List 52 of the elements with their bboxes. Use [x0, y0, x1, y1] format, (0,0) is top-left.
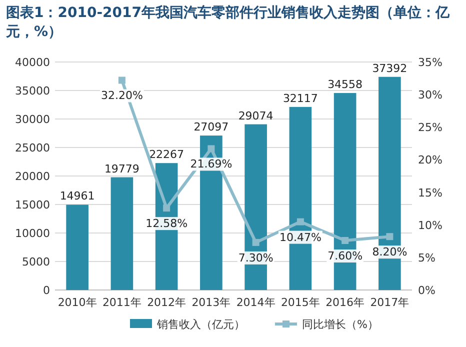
x-tick-label: 2016年 [326, 296, 365, 309]
y-tick-label: 10000 [15, 227, 50, 240]
data-label: 7.30% [238, 251, 274, 264]
x-tick-label: 2013年 [192, 296, 231, 309]
point [386, 233, 394, 240]
y2-tick-label: 0% [418, 284, 436, 297]
y-tick-label: 25000 [15, 142, 50, 154]
y-tick-label: 35000 [15, 84, 50, 98]
y2-tick-label: 15% [418, 186, 442, 200]
data-label: 7.60% [328, 249, 363, 262]
data-label: 10.47% [279, 230, 322, 244]
data-label: 27097 [194, 120, 229, 134]
data-label: 8.20% [372, 246, 408, 259]
data-label: 32117 [282, 92, 318, 105]
y-tick-label: 40000 [15, 56, 50, 69]
x-tick-label: 2014年 [236, 296, 276, 309]
x-tick-label: 2017年 [370, 296, 410, 309]
legend-label: 销售收入（亿元） [156, 318, 245, 331]
y2-tick-label: 25% [418, 121, 442, 134]
x-tick-label: 2015年 [280, 296, 320, 309]
bar [66, 204, 88, 290]
y2-tick-label: 30% [418, 88, 442, 102]
y2-tick-label: 10% [418, 218, 442, 232]
data-label: 32.20% [100, 89, 143, 102]
point [163, 204, 170, 212]
y2-tick-label: 20% [418, 154, 442, 167]
point [118, 76, 126, 84]
point [208, 145, 215, 152]
data-label: 21.69% [190, 158, 232, 171]
x-tick-label: 2011年 [102, 296, 142, 309]
point [296, 218, 304, 226]
y2-tick-label: 35% [418, 56, 442, 69]
data-label: 29074 [238, 109, 274, 122]
title: 图表1：2010-2017年我国汽车零部件行业销售收入走势图（单位：亿元，%） [6, 4, 450, 42]
data-label: 22267 [149, 148, 184, 162]
x-tick-label: 2012年 [147, 296, 186, 309]
legend-label: 同比增长（%） [302, 318, 378, 331]
data-label: 19779 [104, 162, 140, 176]
data-label: 14961 [60, 190, 95, 203]
point [252, 238, 260, 246]
y-tick-label: 5000 [22, 256, 50, 268]
y2-tick-label: 5% [418, 251, 436, 264]
data-label: 12.58% [146, 217, 188, 230]
y-tick-label: 30000 [15, 113, 50, 126]
data-label: 34558 [328, 78, 363, 92]
y-tick-label: 20000 [15, 170, 50, 183]
data-label: 37392 [372, 62, 408, 75]
x-tick-label: 2010年 [58, 296, 97, 309]
bar [110, 177, 134, 290]
y-tick-label: 15000 [15, 198, 50, 212]
y-tick-label: 0 [43, 284, 50, 297]
point [342, 236, 349, 244]
